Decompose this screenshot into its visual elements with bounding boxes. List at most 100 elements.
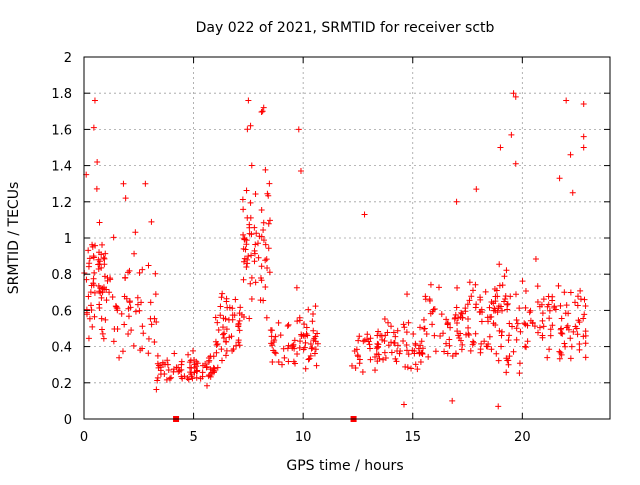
data-point <box>427 281 434 288</box>
data-point <box>153 318 160 325</box>
data-point <box>466 279 473 286</box>
data-point <box>353 346 360 353</box>
data-point <box>145 262 152 269</box>
data-point <box>481 338 488 345</box>
data-point <box>98 294 105 301</box>
data-point <box>493 350 500 357</box>
data-point <box>109 294 116 301</box>
data-point <box>251 258 258 265</box>
data-point <box>224 304 231 311</box>
data-point <box>184 375 191 382</box>
data-point <box>237 304 244 311</box>
data-point <box>218 294 225 301</box>
data-point <box>483 343 490 350</box>
axis-ticks: 00.20.40.60.811.21.41.61.820 5 10 15 20 <box>51 51 610 445</box>
data-point <box>522 288 529 295</box>
data-point <box>394 347 401 354</box>
data-point <box>281 354 288 361</box>
data-point <box>96 305 103 312</box>
data-point <box>185 376 192 383</box>
data-point <box>452 350 459 357</box>
data-point <box>488 299 495 306</box>
data-point <box>121 321 128 328</box>
data-point-outlier <box>510 90 517 97</box>
data-point <box>223 298 230 305</box>
data-point <box>85 247 92 254</box>
data-point <box>492 293 499 300</box>
data-point <box>468 293 475 300</box>
data-point <box>422 293 429 300</box>
data-point <box>306 355 313 362</box>
data-point <box>496 327 503 334</box>
data-point <box>277 332 284 339</box>
data-point <box>313 362 320 369</box>
data-point <box>404 364 411 371</box>
data-point <box>85 263 92 270</box>
data-point <box>582 328 589 335</box>
data-point <box>567 355 574 362</box>
data-point <box>244 256 251 263</box>
data-point <box>258 206 265 213</box>
data-point <box>308 345 315 352</box>
data-point <box>204 382 211 389</box>
data-point-outlier <box>512 93 519 100</box>
data-point <box>466 297 473 304</box>
data-point <box>264 264 271 271</box>
data-point <box>544 354 551 361</box>
data-point <box>454 328 461 335</box>
data-point <box>246 230 253 237</box>
data-point <box>83 311 90 318</box>
data-point <box>96 288 103 295</box>
data-point <box>258 108 265 115</box>
data-point <box>232 296 239 303</box>
data-point <box>465 316 472 323</box>
data-point <box>310 337 317 344</box>
data-point <box>557 349 564 356</box>
data-point <box>199 369 206 376</box>
data-point <box>374 344 381 351</box>
data-point <box>254 240 261 247</box>
data-point <box>436 284 442 291</box>
data-point <box>412 361 419 368</box>
data-point <box>225 316 232 323</box>
data-point <box>100 335 107 342</box>
data-point <box>549 297 556 304</box>
data-point <box>540 296 547 303</box>
data-point <box>275 319 282 326</box>
data-point <box>88 282 95 289</box>
data-point <box>506 332 513 339</box>
data-point <box>217 312 224 319</box>
data-point <box>178 358 185 365</box>
data-point <box>309 344 316 351</box>
data-point <box>372 354 379 361</box>
data-point <box>380 356 387 363</box>
data-point-outlier <box>449 397 456 404</box>
data-point <box>388 339 395 346</box>
data-point <box>504 306 511 313</box>
data-point <box>496 282 503 289</box>
data-point <box>432 348 439 355</box>
data-point <box>222 352 229 359</box>
data-point <box>240 276 247 283</box>
data-point <box>446 342 453 349</box>
data-point <box>417 324 424 331</box>
data-point <box>312 346 319 353</box>
data-point <box>130 342 137 349</box>
data-point <box>408 365 415 372</box>
data-point <box>418 349 425 356</box>
data-point <box>252 191 259 198</box>
data-point <box>375 351 382 358</box>
data-point <box>506 320 513 327</box>
data-point <box>576 340 583 347</box>
data-point <box>558 315 565 322</box>
data-point <box>547 326 554 333</box>
data-point <box>110 338 117 345</box>
data-point <box>148 218 155 225</box>
data-point <box>431 332 438 339</box>
data-point <box>400 338 407 345</box>
data-point-outlier <box>295 126 302 133</box>
data-point <box>400 321 407 328</box>
data-point <box>567 289 574 296</box>
data-point <box>248 274 255 281</box>
